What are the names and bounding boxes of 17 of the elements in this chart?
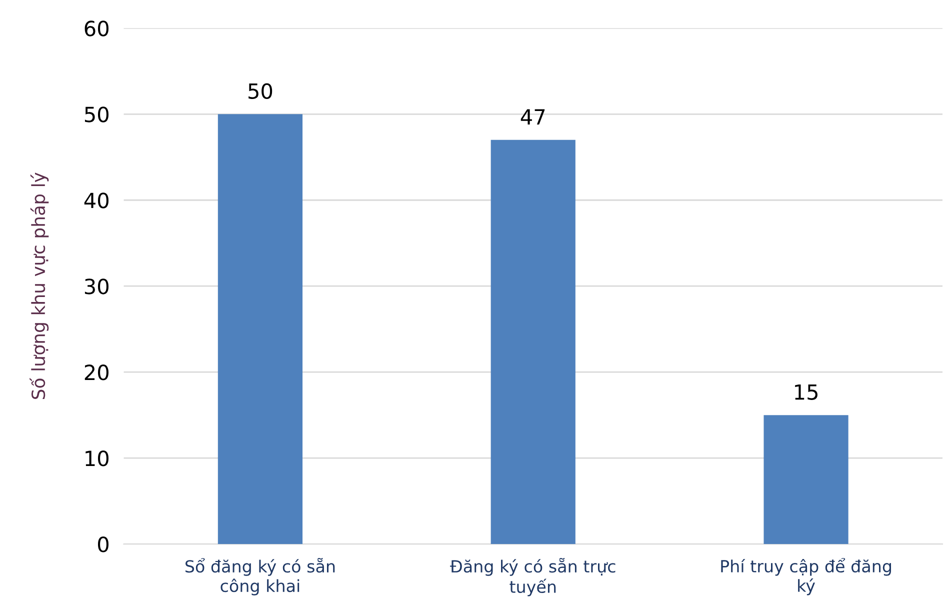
y-tick-label: 10 bbox=[86, 450, 108, 466]
y-axis-title: Số lượng khu vực pháp lý bbox=[30, 172, 49, 399]
data-label: 47 bbox=[520, 109, 545, 124]
x-tick-label: Sổ đăng ký có sẵn công khai bbox=[185, 558, 335, 596]
y-tick-label: 50 bbox=[84, 106, 108, 122]
bar bbox=[490, 140, 576, 544]
y-tick-label: 20 bbox=[84, 364, 108, 380]
data-label: 50 bbox=[248, 83, 272, 99]
x-tick-label: Đăng ký có sẵn trực tuyến bbox=[450, 558, 616, 596]
y-tick-label: 40 bbox=[84, 192, 108, 208]
bar bbox=[764, 415, 848, 544]
bar bbox=[218, 114, 303, 544]
x-tick-label: Phí truy cập để đăng ký bbox=[721, 558, 891, 596]
y-tick-label: 30 bbox=[84, 278, 108, 294]
y-tick-label: 0 bbox=[98, 536, 108, 552]
data-label: 15 bbox=[795, 384, 818, 400]
y-tick-label: 60 bbox=[84, 20, 108, 36]
